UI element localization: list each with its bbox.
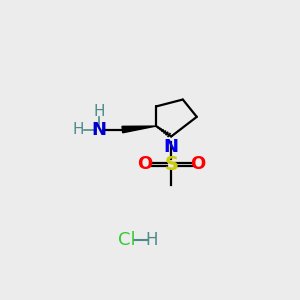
Text: H: H [93,104,105,119]
Text: S: S [164,155,178,174]
Polygon shape [122,126,156,133]
Text: N: N [164,138,179,156]
Text: H: H [72,122,84,137]
Text: H: H [145,231,158,249]
Text: O: O [190,155,206,173]
Text: Cl: Cl [118,231,136,249]
Text: O: O [137,155,152,173]
Text: N: N [92,121,106,139]
